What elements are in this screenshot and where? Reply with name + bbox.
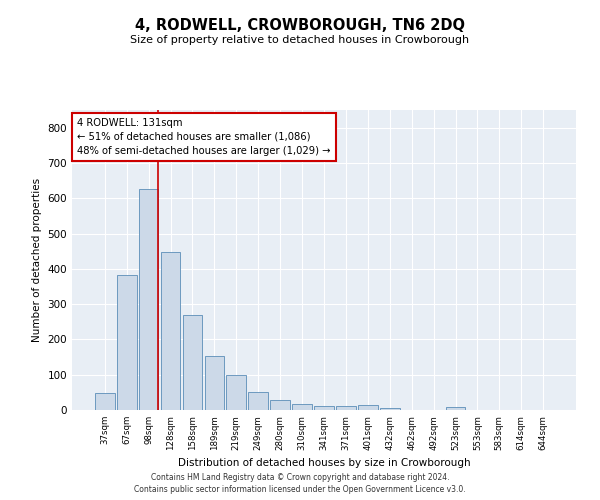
Bar bbox=[95, 394, 115, 410]
Bar bbox=[139, 190, 158, 410]
X-axis label: Distribution of detached houses by size in Crowborough: Distribution of detached houses by size … bbox=[178, 458, 470, 468]
Text: Size of property relative to detached houses in Crowborough: Size of property relative to detached ho… bbox=[130, 35, 470, 45]
Bar bbox=[226, 376, 246, 410]
Bar bbox=[117, 275, 137, 410]
Bar bbox=[314, 406, 334, 410]
Bar bbox=[380, 408, 400, 410]
Y-axis label: Number of detached properties: Number of detached properties bbox=[32, 178, 42, 342]
Bar bbox=[336, 406, 356, 410]
Bar bbox=[446, 407, 466, 410]
Bar bbox=[292, 404, 312, 410]
Bar bbox=[270, 400, 290, 410]
Bar bbox=[205, 356, 224, 410]
Text: 4 RODWELL: 131sqm
← 51% of detached houses are smaller (1,086)
48% of semi-detac: 4 RODWELL: 131sqm ← 51% of detached hous… bbox=[77, 118, 331, 156]
Bar bbox=[248, 392, 268, 410]
Text: 4, RODWELL, CROWBOROUGH, TN6 2DQ: 4, RODWELL, CROWBOROUGH, TN6 2DQ bbox=[135, 18, 465, 32]
Bar bbox=[161, 252, 181, 410]
Bar bbox=[358, 406, 378, 410]
Text: Contains HM Land Registry data © Crown copyright and database right 2024.
Contai: Contains HM Land Registry data © Crown c… bbox=[134, 473, 466, 494]
Bar bbox=[182, 316, 202, 410]
